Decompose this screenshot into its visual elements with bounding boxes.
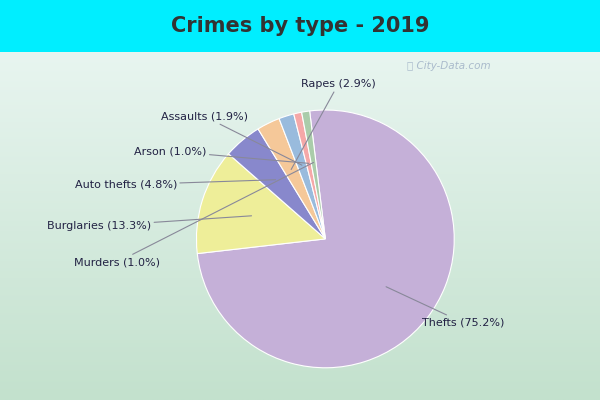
- Wedge shape: [229, 129, 325, 239]
- Wedge shape: [279, 114, 325, 239]
- Text: Murders (1.0%): Murders (1.0%): [74, 162, 314, 267]
- Wedge shape: [196, 154, 325, 254]
- Text: ⓘ City-Data.com: ⓘ City-Data.com: [407, 61, 490, 71]
- Text: Auto thefts (4.8%): Auto thefts (4.8%): [75, 180, 275, 190]
- Wedge shape: [258, 118, 325, 239]
- Wedge shape: [302, 111, 325, 239]
- Text: Burglaries (13.3%): Burglaries (13.3%): [47, 216, 251, 231]
- Wedge shape: [294, 112, 325, 239]
- Text: Rapes (2.9%): Rapes (2.9%): [291, 79, 376, 170]
- Wedge shape: [197, 110, 454, 368]
- Text: Thefts (75.2%): Thefts (75.2%): [386, 287, 505, 328]
- Text: Arson (1.0%): Arson (1.0%): [134, 146, 309, 163]
- Text: Crimes by type - 2019: Crimes by type - 2019: [171, 16, 429, 36]
- Text: Assaults (1.9%): Assaults (1.9%): [161, 112, 302, 165]
